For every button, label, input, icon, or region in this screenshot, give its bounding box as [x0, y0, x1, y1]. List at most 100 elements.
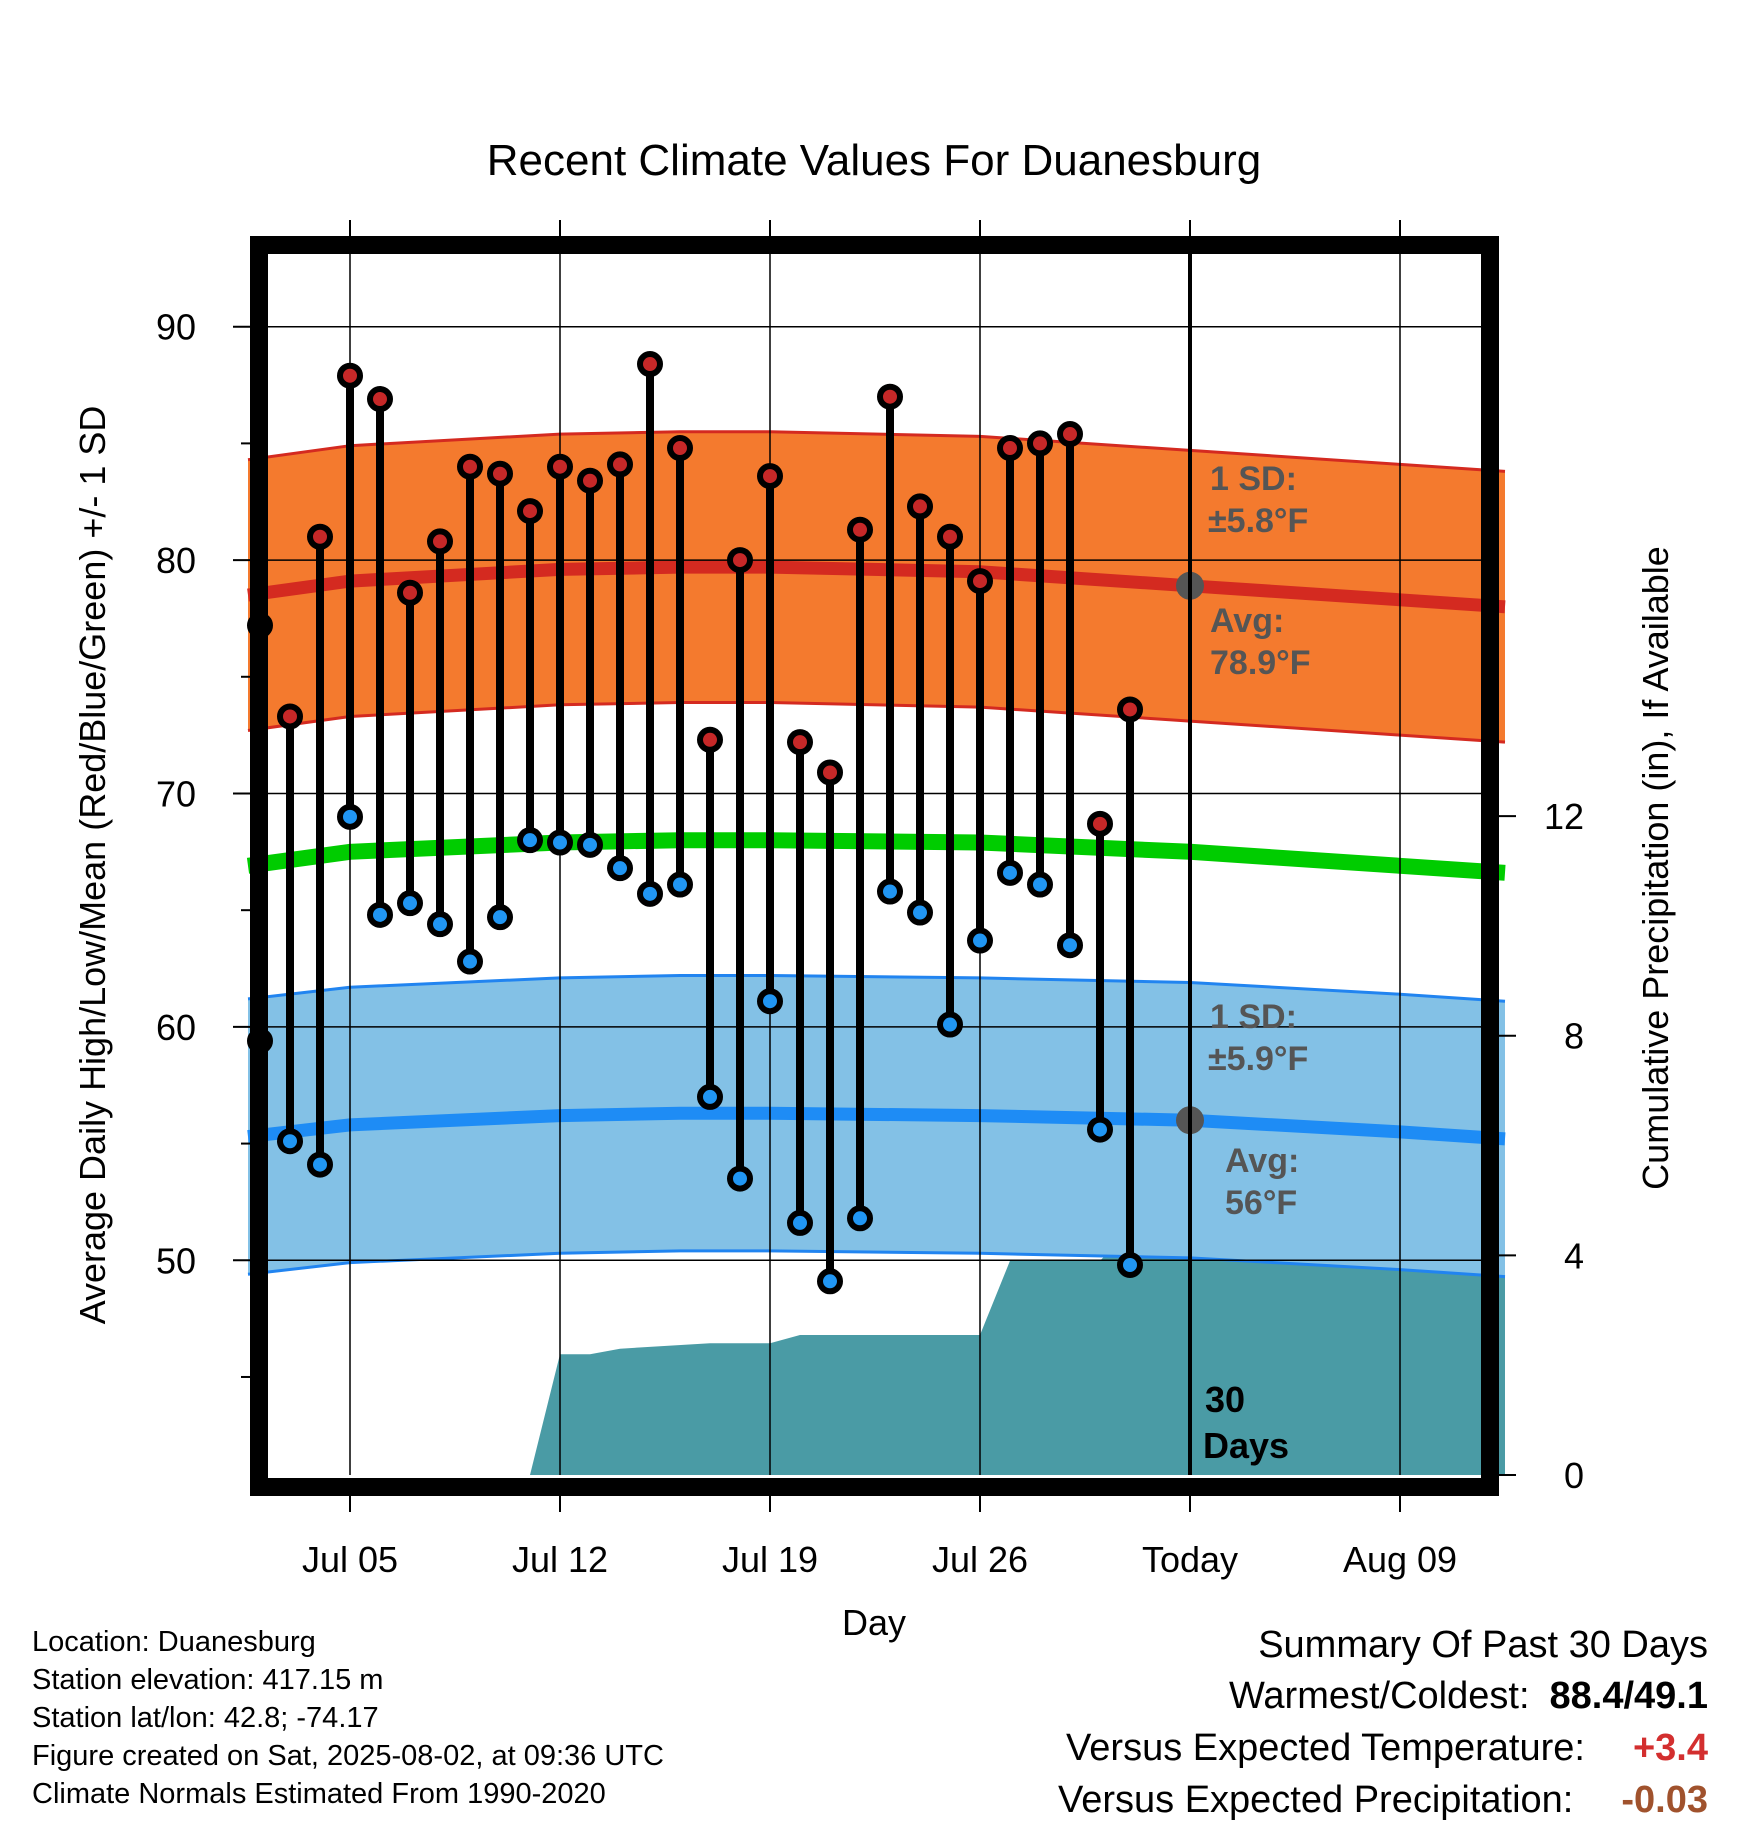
- daily-high-dot: [427, 528, 453, 555]
- summary-temp: Versus Expected Temperature: +3.4: [1058, 1722, 1708, 1774]
- daily-low-dot: [877, 878, 903, 905]
- daily-low-dot: [637, 880, 663, 907]
- daily-high-dot: [1087, 810, 1113, 837]
- y-tick-label: 50: [156, 1240, 196, 1281]
- plot-frame: [250, 236, 1499, 1496]
- warm-cold-label: Warmest/Coldest:: [1228, 1675, 1530, 1717]
- daily-low-dot: [937, 1011, 963, 1038]
- daily-high-dot: [337, 362, 363, 389]
- daily-low-dot: [427, 911, 453, 938]
- x-tick-label: Jul 26: [932, 1539, 1028, 1580]
- y-tick-label: 90: [156, 307, 196, 348]
- precipitation-area: [248, 1230, 1505, 1475]
- daily-low-dot: [277, 1128, 303, 1155]
- temp-label: Versus Expected Temperature:: [1066, 1727, 1585, 1769]
- daily-high-dot: [547, 453, 573, 480]
- daily-low-dot: [337, 803, 363, 830]
- daily-high-dot: [697, 726, 723, 753]
- daily-low-dot: [307, 1151, 333, 1178]
- daily-low-dot: [1057, 932, 1083, 959]
- daily-high-dot: [517, 498, 543, 525]
- daily-high-dot: [577, 467, 603, 494]
- warm-cold-value: 88.4/49.1: [1549, 1675, 1708, 1717]
- daily-low-dot: [847, 1205, 873, 1232]
- days-count-label: 30: [1205, 1379, 1245, 1420]
- chart-title: Recent Climate Values For Duanesburg: [487, 136, 1261, 185]
- daily-low-dot: [817, 1268, 843, 1295]
- y2-tick-label: 8: [1564, 1016, 1584, 1057]
- daily-high-dot: [487, 460, 513, 487]
- daily-low-dot: [457, 948, 483, 975]
- low-sd-label: 1 SD:: [1210, 998, 1297, 1036]
- daily-low-dot: [1117, 1251, 1143, 1278]
- daily-range-layer: [256, 364, 1134, 1282]
- days-word-label: Days: [1203, 1425, 1289, 1466]
- daily-high-dot: [937, 523, 963, 550]
- daily-high-dot: [787, 729, 813, 756]
- daily-low-dot: [967, 927, 993, 954]
- daily-high-dot: [397, 579, 423, 606]
- x-tick-label: Aug 09: [1343, 1539, 1457, 1580]
- daily-high-dot: [367, 386, 393, 413]
- station-info: Location: Duanesburg Station elevation: …: [32, 1623, 664, 1813]
- daily-high-dot: [607, 451, 633, 478]
- daily-low-dot: [577, 831, 603, 858]
- y-tick-label: 70: [156, 773, 196, 814]
- daily-high-dot: [757, 463, 783, 490]
- daily-low-dot: [787, 1209, 813, 1236]
- daily-high-dot: [997, 435, 1023, 462]
- daily-high-dot: [877, 383, 903, 410]
- daily-high-dot: [1057, 421, 1083, 448]
- daily-low-dot: [547, 829, 573, 856]
- y2-axis-title: Cumulative Precipitation (in), If Availa…: [1635, 546, 1676, 1190]
- latlon-text: Station lat/lon: 42.8; -74.17: [32, 1702, 379, 1734]
- daily-high-dot: [667, 435, 693, 462]
- x-axis-title: Day: [842, 1602, 906, 1643]
- daily-high-dot: [1117, 696, 1143, 723]
- daily-low-dot: [517, 827, 543, 854]
- x-tick-label: Today: [1142, 1539, 1238, 1580]
- daily-low-dot: [907, 899, 933, 926]
- location-text: Location: Duanesburg: [32, 1626, 316, 1658]
- daily-low-dot: [1087, 1116, 1113, 1143]
- daily-high-dot: [457, 453, 483, 480]
- daily-low-dot: [487, 904, 513, 931]
- low-avg-label: Avg:: [1225, 1142, 1299, 1180]
- daily-high-dot: [1027, 430, 1053, 457]
- elevation-text: Station elevation: 417.15 m: [32, 1664, 384, 1696]
- y-tick-label: 80: [156, 540, 196, 581]
- high-avg-label: Avg:: [1210, 602, 1284, 640]
- summary-warm-cold: Warmest/Coldest: 88.4/49.1: [1058, 1670, 1708, 1722]
- daily-high-dot: [637, 351, 663, 378]
- y-axis-title: Average Daily High/Low/Mean (Red/Blue/Gr…: [72, 406, 113, 1325]
- precip-value: -0.03: [1621, 1779, 1708, 1821]
- y2-tick-label: 0: [1564, 1455, 1584, 1496]
- y2-tick-label: 12: [1544, 796, 1584, 837]
- x-tick-label: Jul 05: [302, 1539, 398, 1580]
- daily-low-dot: [607, 855, 633, 882]
- x-tick-label: Jul 19: [722, 1539, 818, 1580]
- daily-high-dot: [967, 568, 993, 595]
- high-sd-label: 1 SD:: [1210, 460, 1297, 498]
- daily-high-dot: [847, 516, 873, 543]
- daily-low-dot: [667, 871, 693, 898]
- created-text: Figure created on Sat, 2025-08-02, at 09…: [32, 1740, 664, 1772]
- summary-heading: Summary Of Past 30 Days: [1258, 1624, 1708, 1666]
- daily-dots-layer: [247, 351, 1204, 1295]
- daily-low-dot: [727, 1165, 753, 1192]
- daily-high-dot: [907, 493, 933, 520]
- temp-value: +3.4: [1632, 1727, 1708, 1769]
- daily-high-dot: [307, 523, 333, 550]
- daily-high-dot: [727, 547, 753, 574]
- daily-low-dot: [397, 890, 423, 917]
- daily-low-dot: [997, 859, 1023, 886]
- high-sd-value: ±5.8°F: [1208, 502, 1308, 540]
- daily-low-dot: [367, 901, 393, 928]
- summary-precip: Versus Expected Precipitation: -0.03: [1058, 1774, 1708, 1826]
- low-avg-value: 56°F: [1225, 1184, 1297, 1222]
- axes-layer: 90 80 70 60 50 12 8 4 0 Jul 05 Jul 12 Jul 19 Jul 26 T…: [156, 220, 1584, 1580]
- daily-high-dot: [277, 703, 303, 730]
- summary-panel: Summary Of Past 30 Days Warmest/Coldest:…: [1058, 1620, 1708, 1826]
- normals-text: Climate Normals Estimated From 1990-2020: [32, 1778, 606, 1810]
